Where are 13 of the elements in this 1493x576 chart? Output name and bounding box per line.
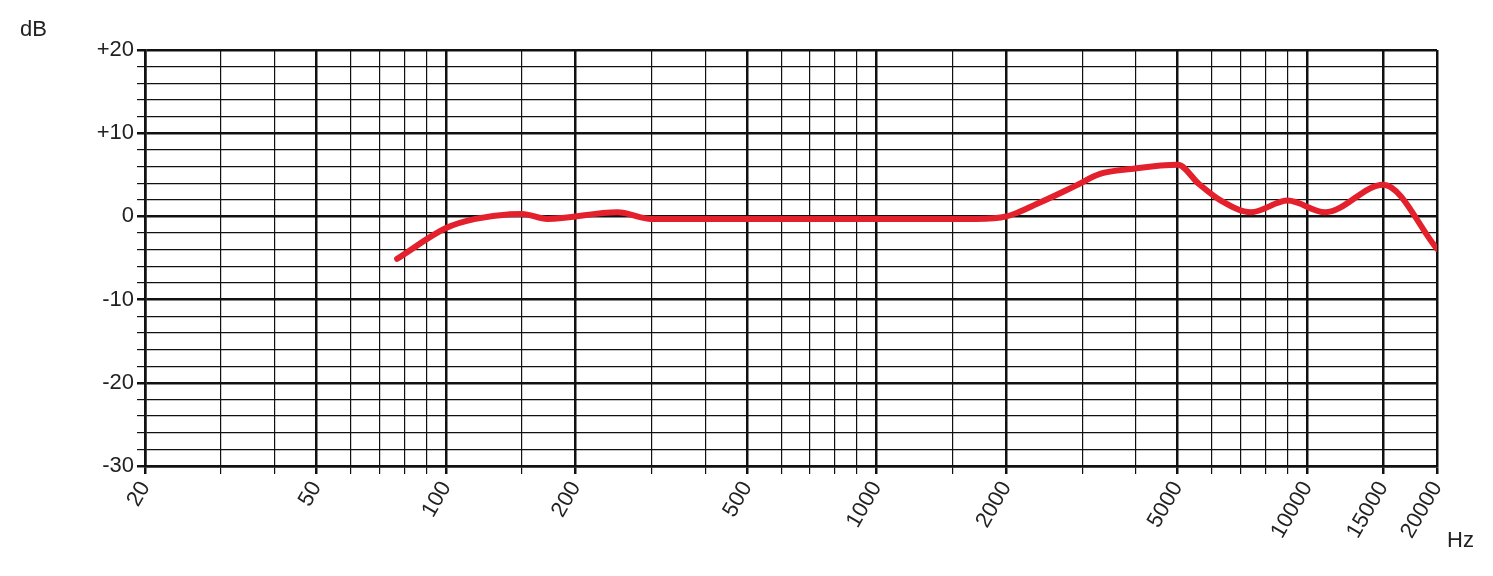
y-tick-label: -20 — [102, 368, 134, 394]
x-tick-label: 100 — [415, 476, 456, 521]
y-axis-title: dB — [20, 16, 47, 42]
y-tick-label: +20 — [96, 36, 134, 62]
y-tick-label: 0 — [121, 202, 134, 228]
x-tick-label: 200 — [545, 476, 586, 521]
x-tick-label: 50 — [292, 476, 326, 511]
x-tick-label: 20 — [120, 476, 155, 511]
y-tick-label: -10 — [102, 285, 134, 311]
y-tick-label: -30 — [102, 452, 134, 478]
x-axis-title: Hz — [1447, 527, 1474, 553]
y-tick-label: +10 — [96, 119, 134, 145]
x-tick-label: 500 — [716, 476, 757, 521]
